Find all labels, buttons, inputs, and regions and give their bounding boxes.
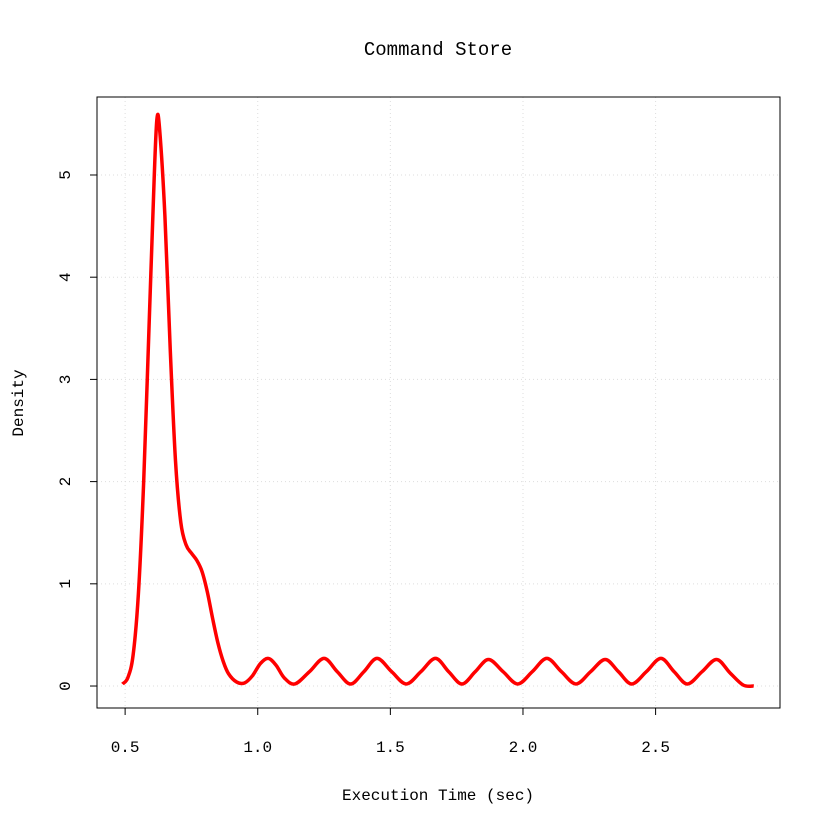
y-tick-label: 3 bbox=[57, 375, 75, 385]
chart-title: Command Store bbox=[364, 39, 512, 61]
y-tick-label: 5 bbox=[57, 170, 75, 180]
x-tick-label: 1.0 bbox=[243, 739, 272, 757]
x-tick-label: 0.5 bbox=[111, 739, 140, 757]
x-axis-label: Execution Time (sec) bbox=[342, 787, 534, 805]
x-tick-label: 2.0 bbox=[509, 739, 538, 757]
x-tick-label: 1.5 bbox=[376, 739, 405, 757]
y-tick-label: 1 bbox=[57, 579, 75, 589]
plot-frame bbox=[96, 96, 781, 709]
x-tick-label: 2.5 bbox=[641, 739, 670, 757]
y-tick-label: 0 bbox=[57, 681, 75, 691]
y-tick-label: 2 bbox=[57, 477, 75, 487]
y-tick-label: 4 bbox=[57, 272, 75, 282]
density-line bbox=[121, 112, 754, 689]
y-axis-label: Density bbox=[10, 369, 28, 437]
